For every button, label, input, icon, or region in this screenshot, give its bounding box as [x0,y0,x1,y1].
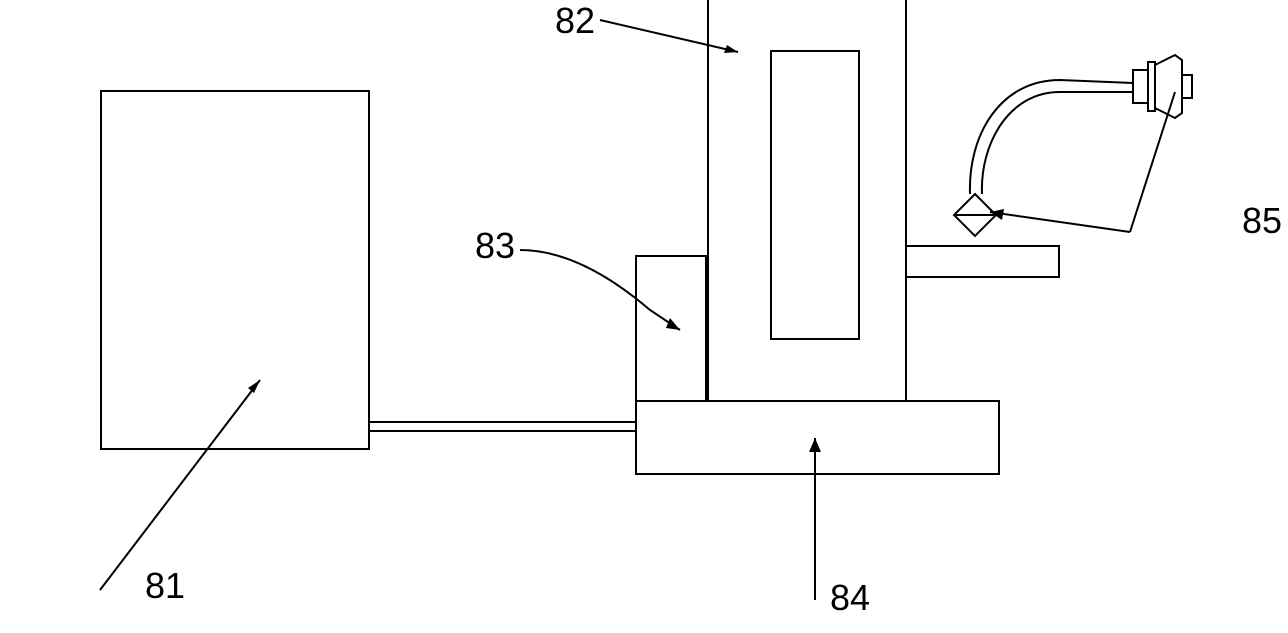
slot-82 [770,50,860,340]
connector-line-bottom [370,430,635,432]
box-81 [100,90,370,450]
label-85: 85 [1242,200,1282,242]
label-82: 82 [555,0,595,42]
connector-line-top [370,421,635,423]
box-83 [635,255,707,400]
base-84 [635,400,1000,475]
label-83: 83 [475,225,515,267]
label-81: 81 [145,565,185,607]
diamond-icon [940,180,1010,250]
label-84: 84 [830,577,870,619]
connector-85 [1120,40,1200,120]
